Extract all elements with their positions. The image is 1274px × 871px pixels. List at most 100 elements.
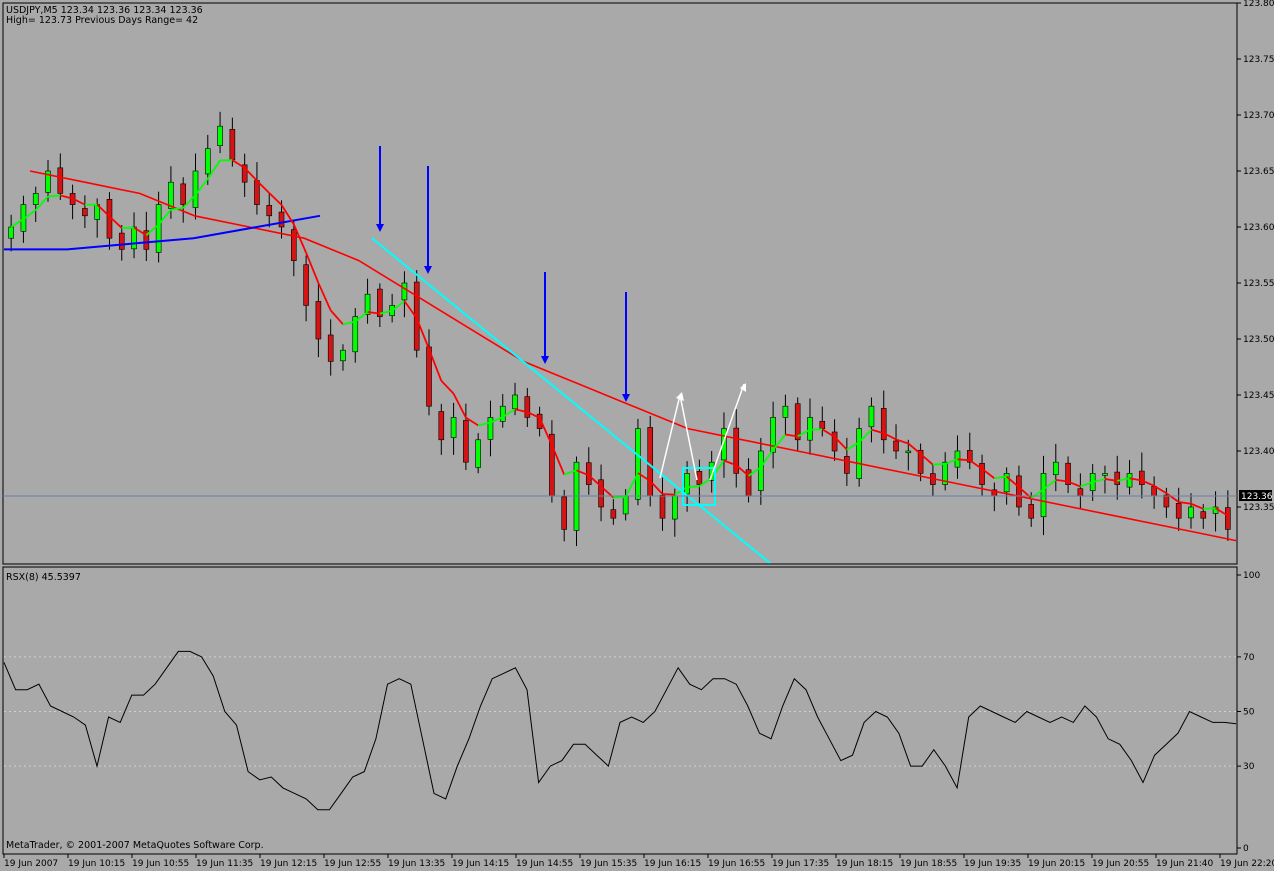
ma-fast-segment (342, 320, 356, 326)
bull-candle (499, 405, 506, 422)
ma-fast-segment (133, 226, 147, 236)
down-arrow-head (376, 224, 384, 232)
bull-candle (942, 461, 948, 485)
ma-fast-segment (1006, 475, 1020, 488)
bear-candle (438, 411, 445, 441)
ma-fast-segment (1030, 488, 1045, 499)
ma-fast-segment (10, 218, 24, 228)
price-tick-label: 123.35 (1243, 503, 1274, 513)
bear-candle (1065, 462, 1071, 485)
time-tick-label: 19 Jun 21:40 (1156, 859, 1213, 869)
ma-fast-segment (1165, 492, 1180, 503)
ma-fast-segment (687, 485, 700, 489)
bull-candle (352, 316, 359, 353)
bull-candle (905, 450, 912, 454)
bear-candle (303, 264, 309, 306)
time-tick-label: 19 Jun 13:35 (388, 859, 445, 869)
ma-fast-segment (637, 472, 651, 482)
bear-candle (1028, 504, 1035, 519)
candles (8, 111, 1231, 547)
annotations (371, 146, 771, 564)
ma-fast-segment (846, 441, 860, 451)
moving-averages (4, 159, 1237, 542)
bull-candle (758, 450, 764, 491)
ma-fast-segment (1190, 502, 1204, 510)
ma-fast-segment (292, 224, 307, 254)
ma-fast-segment (182, 194, 197, 209)
ma-fast-segment (907, 442, 922, 455)
ma-fast-segment (280, 204, 295, 225)
time-tick-label: 19 Jun 2007 (4, 859, 58, 869)
bull-candle (8, 226, 14, 239)
chart-header-line1: USDJPY,M5 123.34 123.36 123.34 123.36 (6, 5, 203, 16)
current-price-label: 123.36 (1241, 492, 1273, 502)
bull-candle (868, 405, 875, 428)
price-tick-label: 123.65 (1243, 167, 1274, 177)
indicator-tick-label: 70 (1243, 653, 1255, 663)
bear-candle (143, 230, 150, 250)
bear-candle (266, 204, 273, 217)
price-tick-label: 123.70 (1243, 111, 1274, 121)
ma-fast-segment (231, 159, 246, 169)
bear-candle (118, 232, 125, 250)
ma-fast-segment (969, 459, 983, 470)
time-tick-label: 19 Jun 17:35 (772, 859, 829, 869)
time-tick-label: 19 Jun 16:55 (708, 859, 765, 869)
bull-candle (204, 148, 211, 175)
ma-fast-segment (514, 408, 528, 413)
ma-fast-segment (1067, 480, 1081, 488)
ma-fast-segment (367, 311, 380, 315)
copyright: MetaTrader, © 2001-2007 MetaQuotes Softw… (6, 840, 264, 851)
bear-candle (880, 408, 887, 441)
ma-fast-segment (710, 460, 725, 479)
bull-candle (635, 428, 641, 500)
bull-candle (364, 293, 371, 315)
ma-fast-segment (662, 493, 675, 496)
ma-fast-segment (244, 167, 258, 182)
ma-fast-segment (268, 192, 283, 206)
ma-fast-segment (145, 223, 160, 236)
ma-fast-segment (330, 309, 344, 325)
time-tick-label: 19 Jun 14:15 (452, 859, 509, 869)
bull-candle (155, 204, 162, 253)
bull-candle (721, 428, 727, 461)
ma-fast-segment (403, 300, 418, 319)
ma-fast-segment (957, 458, 970, 462)
bull-candle (1102, 473, 1108, 476)
ma-fast-segment (47, 194, 61, 198)
ma-fast-segment (477, 421, 491, 427)
ma-fast-segment (797, 428, 811, 438)
bear-candle (1114, 471, 1121, 485)
bull-candle (168, 181, 174, 209)
time-tick-label: 19 Jun 12:15 (260, 859, 317, 869)
bull-candle (217, 125, 223, 147)
ma-fast-segment (1153, 485, 1167, 495)
bull-candle (1003, 473, 1010, 493)
ma-fast-segment (1042, 479, 1057, 491)
price-axis: 123.80 123.75 123.70 123.65 123.60 123.55 123.… (1237, 0, 1274, 513)
rsx-line (3, 650, 1237, 811)
bull-candle (340, 349, 346, 362)
bull-candle (32, 193, 39, 205)
bear-candle (1139, 470, 1145, 485)
ma-fast-segment (994, 475, 1007, 480)
ma-fast-segment (760, 449, 774, 468)
bull-candle (1188, 506, 1194, 519)
ma-fast-segment (1117, 477, 1130, 482)
ma-fast-segment (391, 300, 405, 312)
bull-candle (512, 394, 518, 409)
bear-candle (979, 462, 985, 485)
ma-fast-segment (490, 416, 504, 424)
down-arrow-head (424, 266, 432, 274)
bear-candle (966, 450, 973, 463)
time-tick-label: 19 Jun 22:20 (1220, 859, 1274, 869)
ma-fast-segment (440, 380, 455, 395)
rsx-series (3, 650, 1237, 811)
ma-fast-segment (415, 317, 430, 350)
bear-candle (831, 431, 838, 452)
bear-candle (377, 288, 383, 317)
ma-fast-segment (452, 393, 467, 419)
ma-fast-segment (502, 408, 516, 418)
time-tick-label: 19 Jun 16:15 (644, 859, 701, 869)
